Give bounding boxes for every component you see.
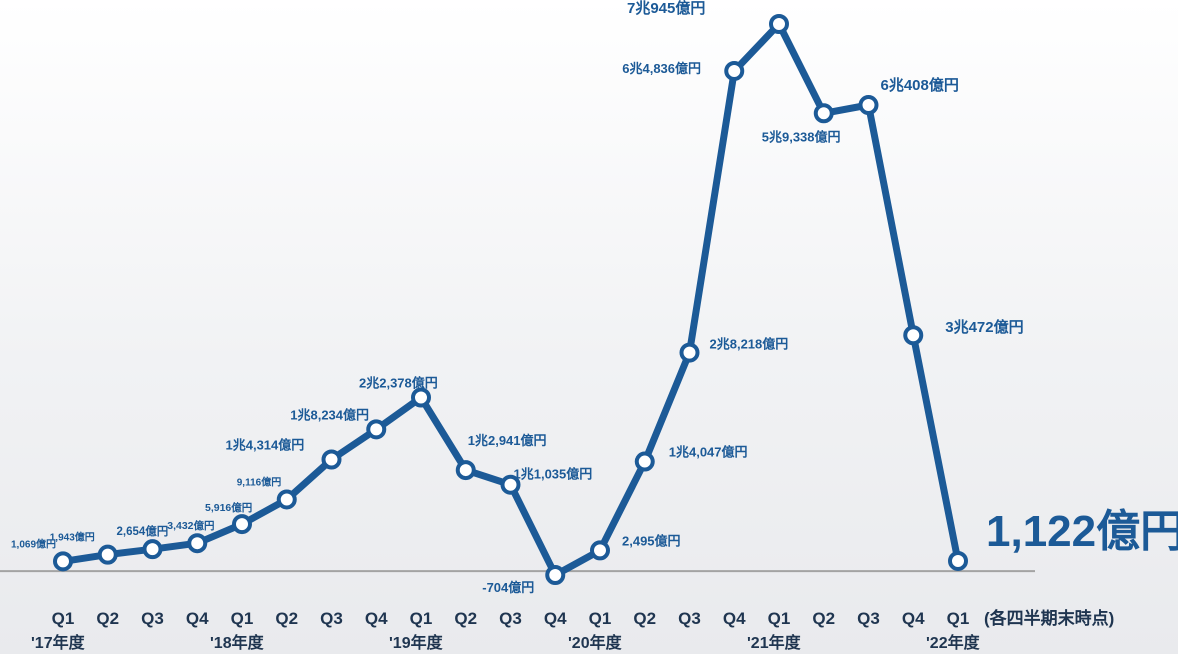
data-label: 6兆408億円 bbox=[881, 76, 959, 94]
x-tick-label: Q4 bbox=[186, 609, 209, 628]
data-point bbox=[321, 449, 342, 470]
x-axis-note: (各四半期末時点) bbox=[984, 608, 1114, 628]
x-tick-label: Q2 bbox=[454, 609, 477, 628]
data-point bbox=[813, 103, 834, 124]
data-point bbox=[411, 387, 431, 408]
data-label: 1兆2,941億円 bbox=[468, 433, 547, 448]
data-point bbox=[97, 544, 118, 565]
data-point bbox=[590, 540, 610, 561]
data-point bbox=[724, 60, 745, 81]
fiscal-year-labels: '17年度 '18年度 '19年度 '20年度 '21年度 '22年度 bbox=[31, 633, 981, 652]
x-tick-label: Q4 bbox=[365, 609, 388, 628]
x-tick-label: Q1 bbox=[768, 609, 791, 628]
x-tick-label: Q3 bbox=[857, 609, 880, 628]
data-label: 5,916億円 bbox=[205, 501, 252, 514]
data-label: 2兆8,218億円 bbox=[710, 337, 789, 352]
data-point bbox=[500, 474, 521, 495]
data-point bbox=[634, 451, 655, 472]
x-tick-label: Q1 bbox=[947, 609, 970, 628]
x-tick-label: Q3 bbox=[499, 609, 522, 628]
data-label: 1兆1,035億円 bbox=[514, 467, 593, 482]
data-label: 5兆9,338億円 bbox=[762, 129, 841, 144]
x-tick-label: Q2 bbox=[96, 609, 119, 628]
data-point bbox=[276, 489, 297, 510]
data-label: 1兆4,314億円 bbox=[226, 438, 305, 453]
x-tick-label: Q1 bbox=[410, 609, 433, 628]
data-points bbox=[53, 14, 968, 585]
fiscal-year-label: '17年度 bbox=[31, 633, 86, 652]
x-tick-label: Q2 bbox=[812, 609, 835, 628]
data-point bbox=[366, 419, 387, 440]
data-label: -704億円 bbox=[482, 580, 534, 595]
data-point bbox=[858, 95, 879, 116]
x-tick-label: Q4 bbox=[723, 609, 746, 628]
data-point bbox=[53, 551, 73, 572]
data-point bbox=[903, 325, 924, 346]
x-tick-label: Q4 bbox=[544, 609, 567, 628]
data-label: 3兆472億円 bbox=[945, 318, 1023, 336]
fiscal-year-label: '20年度 bbox=[568, 633, 623, 652]
data-point bbox=[948, 550, 968, 571]
x-tick-label: Q1 bbox=[589, 609, 612, 628]
data-label: 2,495億円 bbox=[622, 533, 681, 548]
x-tick-label: Q2 bbox=[275, 609, 298, 628]
x-tick-label: Q1 bbox=[52, 609, 75, 628]
fiscal-year-label: '21年度 bbox=[747, 633, 802, 652]
x-tick-label: Q4 bbox=[902, 609, 925, 628]
data-label: 1,069億円 bbox=[11, 537, 56, 550]
data-label: 2兆2,378億円 bbox=[359, 375, 438, 390]
data-label: 1,122億円 bbox=[986, 507, 1178, 556]
data-label: 1,943億円 bbox=[50, 531, 95, 544]
data-point bbox=[187, 533, 208, 554]
x-tick-label: Q1 bbox=[231, 609, 254, 628]
x-tick-label: Q3 bbox=[141, 609, 164, 628]
data-label: 1兆4,047億円 bbox=[669, 445, 748, 460]
x-tick-label: Q3 bbox=[320, 609, 343, 628]
fiscal-year-label: '22年度 bbox=[926, 633, 981, 652]
data-label: 6兆4,836億円 bbox=[622, 61, 701, 76]
data-point bbox=[142, 539, 163, 560]
x-axis-tick-labels: Q1 Q2 Q3 Q4 Q1 Q2 Q3 Q4 Q1 Q2 Q3 Q4 Q1 Q2 Q3 Q4 Q1 Q2 Q3 Q4… bbox=[52, 609, 970, 628]
data-point bbox=[232, 514, 252, 535]
fiscal-year-label: '18年度 bbox=[210, 633, 265, 652]
data-label: 9,116億円 bbox=[237, 475, 281, 488]
data-label: 2,654億円 bbox=[117, 524, 169, 538]
x-tick-label: Q2 bbox=[633, 609, 656, 628]
x-tick-label: Q3 bbox=[678, 609, 701, 628]
fiscal-year-label: '19年度 bbox=[389, 633, 444, 652]
data-point bbox=[545, 565, 566, 585]
data-label: 3,432億円 bbox=[167, 519, 214, 532]
data-point bbox=[455, 460, 476, 481]
data-label: 7兆945億円 bbox=[627, 0, 705, 17]
data-label: 1兆8,234億円 bbox=[290, 407, 369, 422]
data-point bbox=[769, 14, 789, 34]
data-point bbox=[679, 342, 700, 363]
